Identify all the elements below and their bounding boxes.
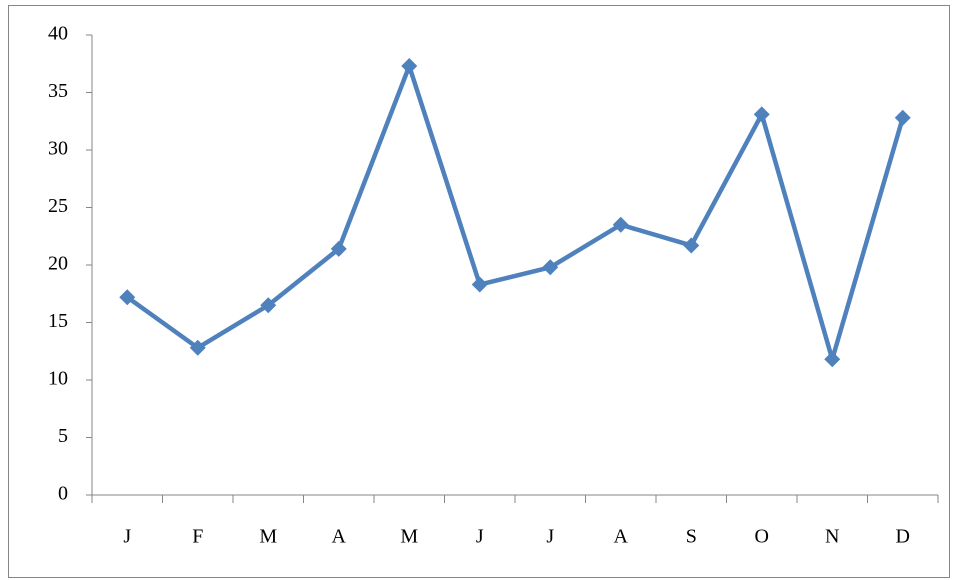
x-tick-label: J [476, 526, 484, 548]
data-point [612, 216, 629, 233]
data-point [471, 276, 488, 293]
x-tick-label: D [896, 526, 910, 548]
x-tick-label: S [686, 526, 697, 548]
x-tick-label: O [755, 526, 769, 548]
x-tick-label: A [332, 526, 347, 548]
y-tick-label: 25 [48, 195, 68, 217]
data-point [260, 297, 277, 314]
data-point [189, 339, 206, 356]
y-tick-label: 35 [48, 80, 68, 102]
data-point [824, 351, 841, 368]
x-tick-label: M [259, 526, 277, 548]
x-tick-label: J [123, 526, 131, 548]
data-point [753, 106, 770, 123]
y-tick-label: 10 [48, 368, 68, 390]
y-tick-label: 0 [58, 483, 68, 505]
x-tick-label: F [192, 526, 203, 548]
data-point [330, 240, 347, 257]
y-tick-label: 30 [48, 138, 68, 160]
data-line [125, 63, 905, 362]
data-point [401, 58, 418, 75]
y-tick-label: 20 [48, 253, 68, 275]
y-tick-label: 40 [48, 23, 68, 45]
data-point [119, 289, 136, 306]
data-point [683, 237, 700, 254]
y-tick-label: 15 [48, 310, 68, 332]
data-point [894, 109, 911, 126]
x-tick-label: M [400, 526, 418, 548]
x-tick-label: N [825, 526, 839, 548]
x-tick-label: J [546, 526, 554, 548]
y-tick-label: 5 [58, 425, 68, 447]
x-tick-label: A [614, 526, 629, 548]
data-point [542, 259, 559, 276]
